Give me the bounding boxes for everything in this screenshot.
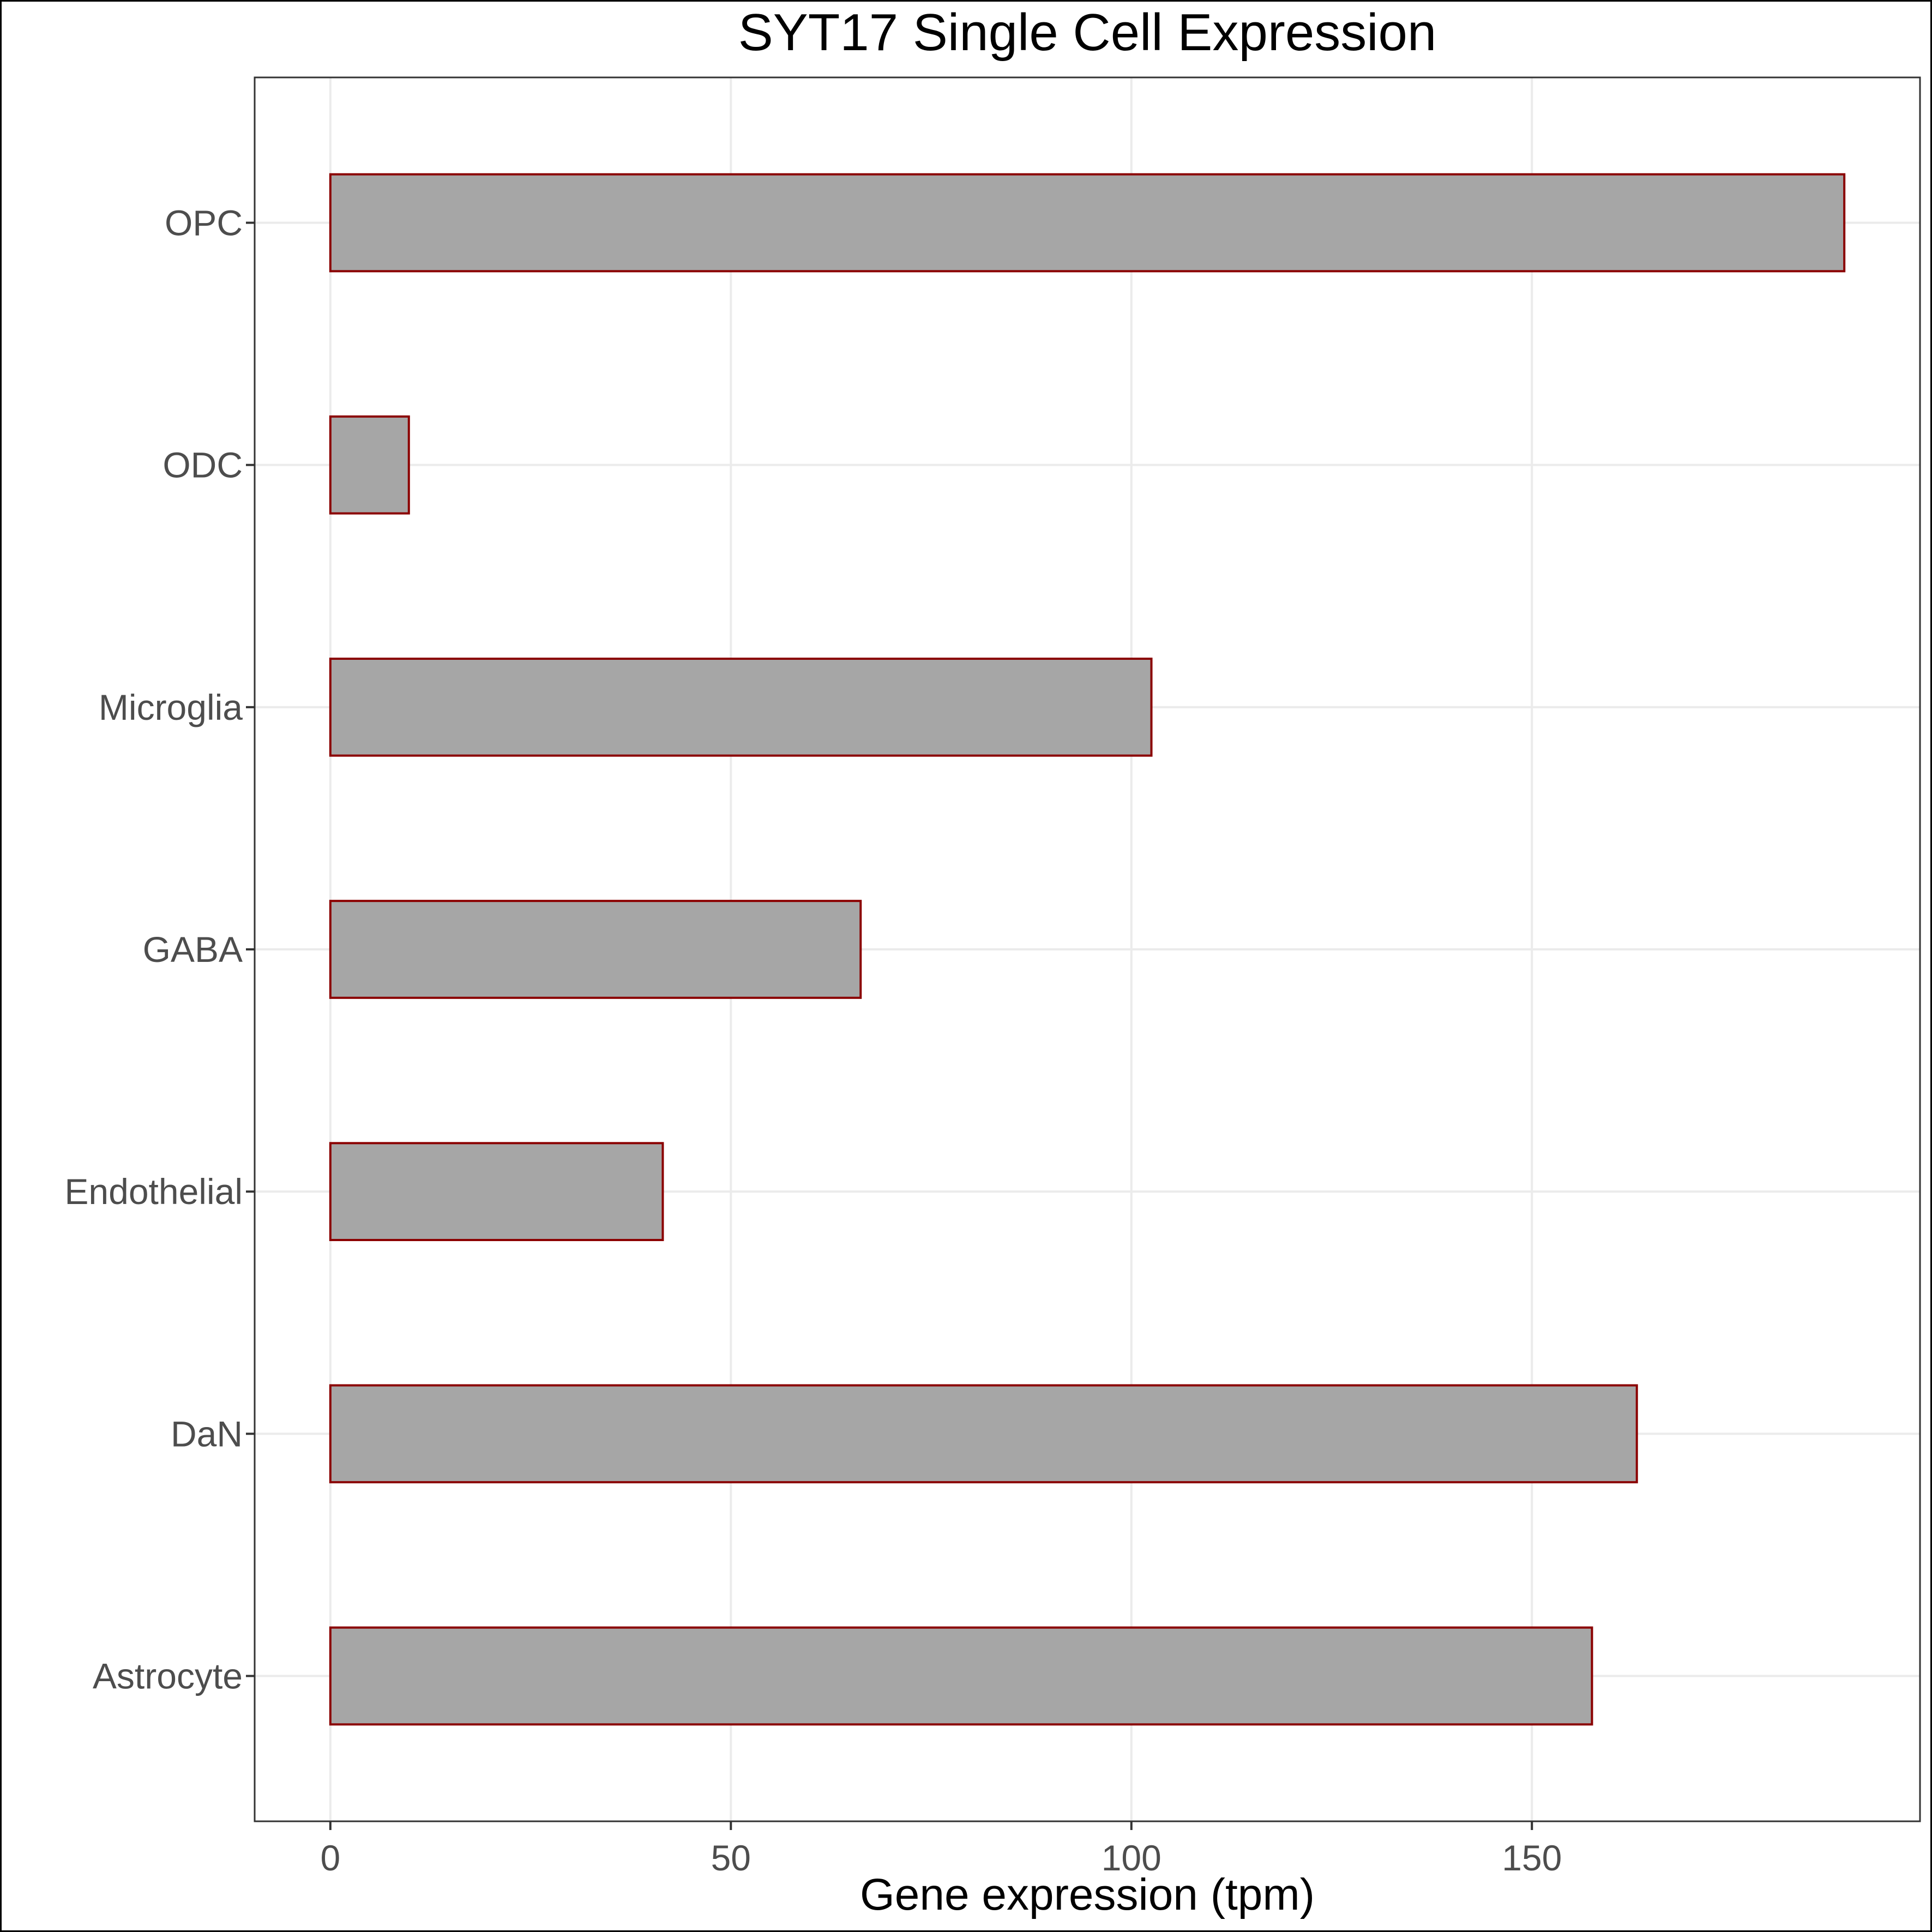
- y-tick-label: OPC: [165, 203, 243, 243]
- y-tick-label: Astrocyte: [93, 1656, 243, 1696]
- x-axis-title: Gene expression (tpm): [860, 1870, 1315, 1919]
- bar-microglia: [329, 658, 1153, 757]
- x-tick-label: 50: [711, 1838, 751, 1878]
- tick-layer: 0 50 100 150 Astrocyte DaN Endothelial GABA Micr…: [64, 203, 1562, 1879]
- chart-title: SYT17 Single Cell Expression: [738, 3, 1437, 62]
- bar-gaba: [329, 900, 862, 999]
- y-tick-label: GABA: [143, 929, 243, 970]
- y-tick-label: Endothelial: [64, 1171, 243, 1212]
- y-tick-label: DaN: [171, 1413, 243, 1454]
- x-tick-label: 0: [320, 1838, 340, 1878]
- x-tick-label: 100: [1102, 1838, 1161, 1878]
- bar-opc: [329, 173, 1846, 273]
- y-tick-label: ODC: [162, 445, 243, 485]
- bar-odc: [329, 415, 410, 515]
- bar-endothelial: [329, 1142, 664, 1241]
- bar-astrocyte: [329, 1626, 1593, 1726]
- bar-dan: [329, 1384, 1638, 1484]
- x-tick-label: 150: [1502, 1838, 1562, 1878]
- bar-layer: [329, 173, 1846, 1726]
- y-tick-label: Microglia: [99, 687, 243, 727]
